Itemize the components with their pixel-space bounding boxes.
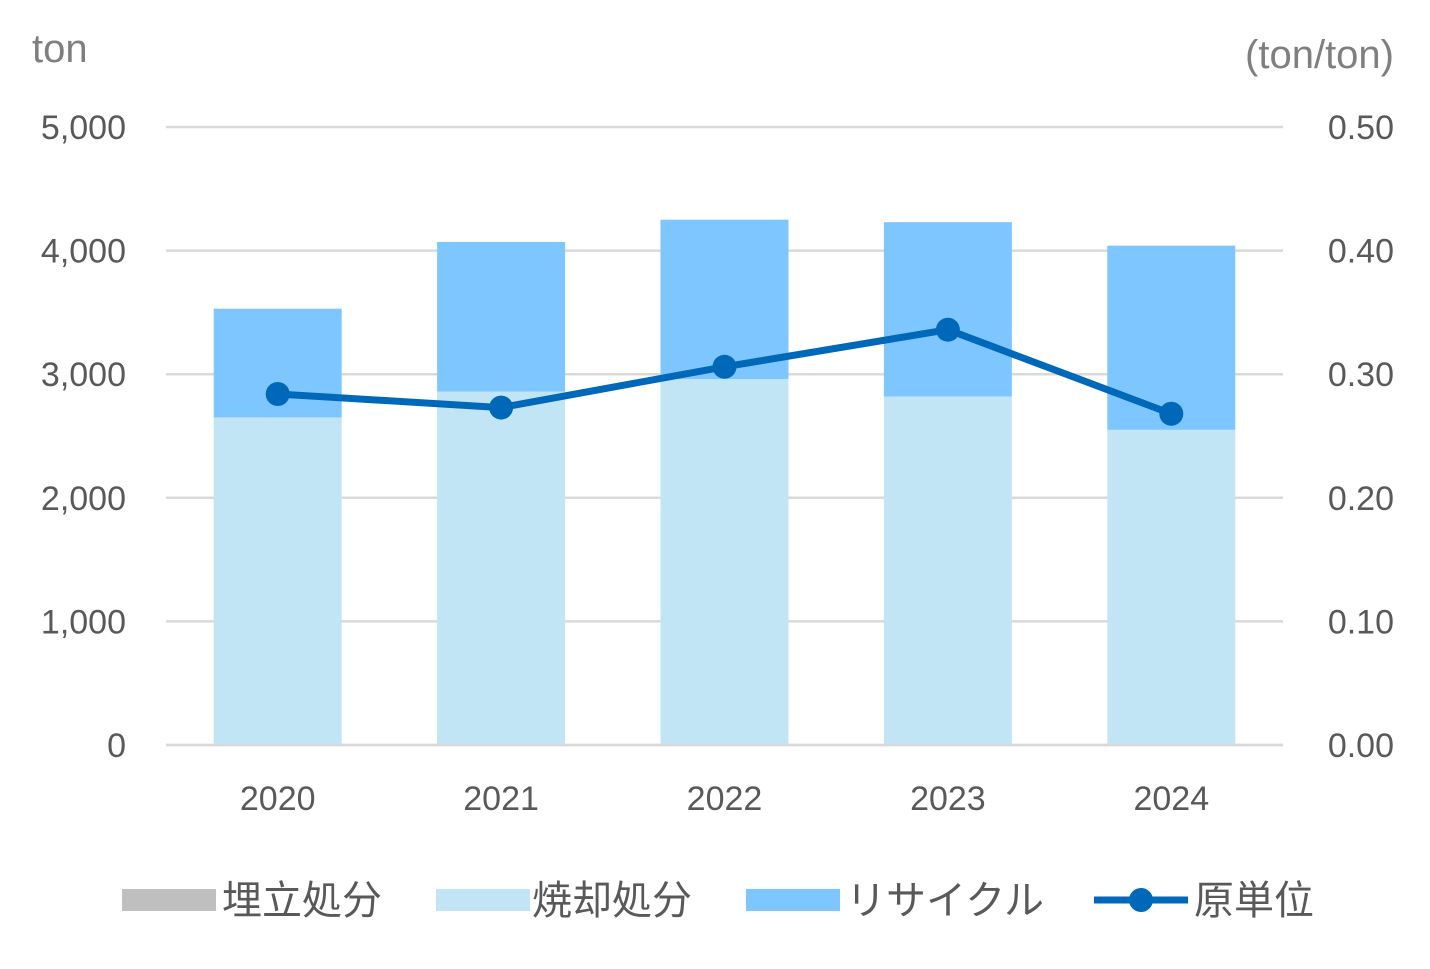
legend-swatch — [746, 889, 840, 911]
line-point — [935, 317, 960, 342]
bar-segment — [660, 379, 789, 745]
legend-label: リサイクル — [846, 879, 1044, 923]
bar-segment — [1107, 429, 1236, 745]
right-tick-label: 0.10 — [1328, 603, 1394, 641]
right-tick-label: 0.20 — [1328, 480, 1394, 518]
line-point — [489, 395, 514, 420]
legend: 埋立処分 焼却処分 リサイクル 原単位 — [122, 879, 1314, 923]
legend-label: 焼却処分 — [532, 879, 692, 923]
intensity-line — [265, 317, 1184, 426]
category-label: 2022 — [687, 780, 763, 818]
bar-segment — [660, 219, 789, 380]
bars — [166, 219, 1283, 747]
bar-segment — [437, 391, 566, 745]
line-point — [1159, 401, 1184, 426]
bar-segment — [883, 396, 1012, 745]
right-tick-label: 0.00 — [1328, 727, 1394, 765]
category-label: 2024 — [1133, 780, 1209, 818]
axes: ton (ton/ton) 0 0.00 1,000 0.10 2,000 0.20 3,0… — [32, 27, 1394, 818]
right-axis-unit: (ton/ton) — [1245, 33, 1394, 77]
right-tick-label: 0.30 — [1328, 356, 1394, 394]
category-label: 2021 — [463, 780, 539, 818]
right-tick-label: 0.40 — [1328, 233, 1394, 271]
legend-label: 埋立処分 — [222, 879, 382, 923]
left-tick-label: 5,000 — [41, 109, 126, 147]
bar-segment — [213, 417, 342, 745]
category-label: 2023 — [910, 780, 986, 818]
left-tick-label: 1,000 — [41, 603, 126, 641]
left-axis-unit: ton — [32, 27, 88, 71]
bar-segment — [883, 222, 1012, 397]
line-point — [712, 354, 737, 379]
left-tick-label: 3,000 — [41, 356, 126, 394]
legend-marker — [1129, 888, 1153, 912]
left-tick-label: 4,000 — [41, 233, 126, 271]
legend-swatch — [436, 889, 530, 911]
left-tick-label: 2,000 — [41, 480, 126, 518]
legend-label: 原単位 — [1194, 879, 1314, 923]
category-label: 2020 — [240, 780, 316, 818]
line-point — [265, 381, 290, 406]
legend-swatch — [122, 889, 216, 911]
right-tick-label: 0.50 — [1328, 109, 1394, 147]
left-tick-label: 0 — [107, 727, 126, 765]
bar-segment — [437, 241, 566, 392]
